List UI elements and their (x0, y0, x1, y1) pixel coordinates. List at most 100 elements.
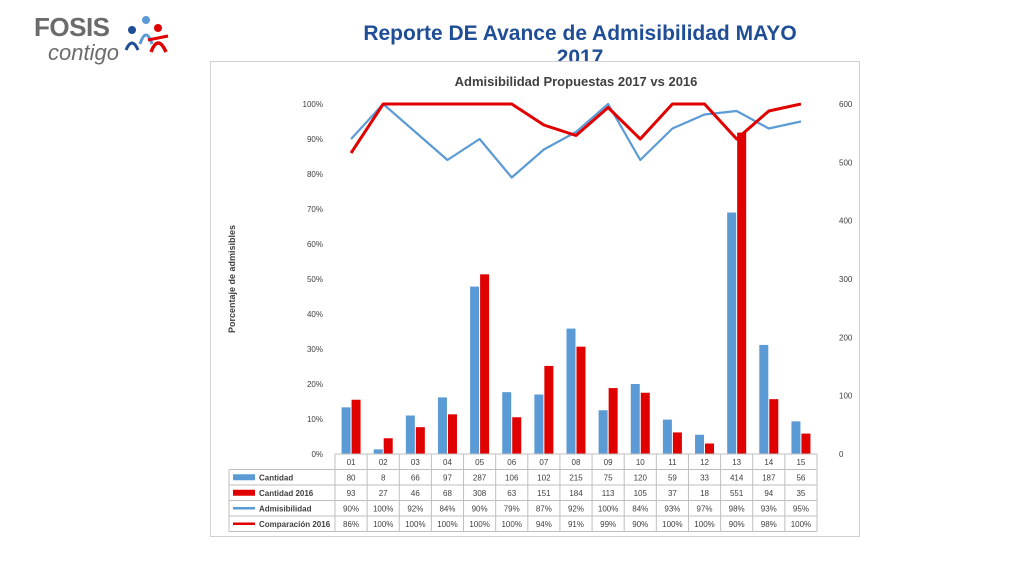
left-tick-label: 90% (307, 135, 323, 144)
data-label: 184 (569, 489, 583, 498)
data-label: 100% (694, 520, 714, 529)
bar-cantidad (662, 419, 672, 454)
data-label: 98% (729, 504, 745, 513)
data-label: 93% (664, 504, 680, 513)
data-label: 8 (381, 473, 386, 482)
category-label: 12 (700, 458, 709, 467)
logo-word-fosis: FOSIS (34, 12, 110, 42)
data-label: 18 (700, 489, 709, 498)
data-label: 113 (602, 489, 615, 498)
data-label: 100% (501, 520, 521, 529)
left-tick-label: 100% (303, 100, 323, 109)
data-label: 414 (730, 473, 744, 482)
bar-cantidad-2016 (544, 365, 554, 454)
data-label: 102 (537, 473, 551, 482)
data-label: 93% (761, 504, 777, 513)
bar-cantidad-2016 (512, 417, 522, 454)
bar-cantidad (437, 397, 447, 454)
bar-cantidad-2016 (447, 414, 457, 454)
left-tick-label: 70% (307, 205, 323, 214)
data-label: 94 (764, 489, 773, 498)
bar-cantidad-2016 (415, 427, 425, 454)
data-label: 92% (568, 504, 584, 513)
people-logo-icon (124, 16, 169, 53)
category-label: 14 (764, 458, 773, 467)
data-label: 105 (634, 489, 648, 498)
left-tick-label: 30% (307, 345, 323, 354)
bar-cantidad (727, 212, 737, 454)
data-label: 93 (347, 489, 356, 498)
category-label: 01 (347, 458, 356, 467)
bar-cantidad (791, 421, 801, 454)
left-tick-label: 20% (307, 380, 323, 389)
data-label: 91% (568, 520, 584, 529)
data-label: 46 (411, 489, 420, 498)
right-tick-label: 300 (839, 275, 853, 284)
data-label: 95% (793, 504, 809, 513)
data-label: 100% (791, 520, 811, 529)
data-label: 100% (437, 520, 457, 529)
legend-entry: Comparación 2016 (259, 520, 331, 529)
bar-cantidad-2016 (801, 433, 811, 454)
data-label: 106 (505, 473, 519, 482)
data-label: 90% (343, 504, 359, 513)
bar-cantidad (470, 286, 480, 454)
logo-word-contigo: contigo (48, 40, 119, 65)
y-axis-label: Porcentaje de admisibles (227, 225, 237, 333)
chart-title: Admisibilidad Propuestas 2017 vs 2016 (455, 74, 698, 89)
legend-entry: Admisibilidad (259, 504, 312, 513)
data-label: 68 (443, 489, 452, 498)
data-label: 97 (443, 473, 452, 482)
data-label: 151 (537, 489, 551, 498)
category-label: 09 (604, 458, 613, 467)
right-tick-label: 500 (839, 158, 853, 167)
bar-cantidad (534, 394, 544, 454)
bar-cantidad (373, 449, 383, 454)
bar-cantidad-2016 (672, 432, 682, 454)
data-label: 90% (472, 504, 488, 513)
bar-cantidad-2016 (480, 274, 490, 454)
left-tick-label: 0% (311, 450, 323, 459)
data-label: 100% (373, 504, 393, 513)
data-label: 97% (697, 504, 713, 513)
right-tick-label: 0 (839, 450, 844, 459)
data-label: 86% (343, 520, 359, 529)
data-label: 100% (405, 520, 425, 529)
data-label: 98% (761, 520, 777, 529)
fosis-logo: FOSIS contigo (34, 12, 174, 72)
bar-cantidad (566, 328, 576, 454)
left-tick-label: 80% (307, 170, 323, 179)
data-label: 33 (700, 473, 709, 482)
bar-cantidad-2016 (383, 438, 393, 454)
data-label: 84% (439, 504, 455, 513)
data-label: 59 (668, 473, 677, 482)
data-label: 37 (668, 489, 677, 498)
bar-cantidad (695, 434, 705, 454)
admisibilidad-chart: Admisibilidad Propuestas 2017 vs 2016 Por… (227, 74, 853, 532)
data-label: 92% (407, 504, 423, 513)
category-label: 13 (732, 458, 741, 467)
category-label: 06 (507, 458, 516, 467)
bar-cantidad (341, 407, 351, 454)
bar-cantidad-2016 (640, 392, 650, 454)
chart-frame: Admisibilidad Propuestas 2017 vs 2016 Por… (210, 61, 860, 537)
data-label: 87% (536, 504, 552, 513)
right-tick-label: 600 (839, 100, 853, 109)
left-tick-label: 50% (307, 275, 323, 284)
category-label: 02 (379, 458, 388, 467)
data-label: 100% (469, 520, 489, 529)
bar-cantidad (598, 410, 608, 454)
legend-entry: Cantidad 2016 (259, 489, 314, 498)
data-label: 90% (729, 520, 745, 529)
data-label: 56 (796, 473, 805, 482)
data-label: 99% (600, 520, 616, 529)
legend-entry: Cantidad (259, 473, 293, 482)
data-label: 90% (632, 520, 648, 529)
data-label: 94% (536, 520, 552, 529)
category-label: 15 (796, 458, 805, 467)
data-label: 84% (632, 504, 648, 513)
bar-cantidad-2016 (737, 132, 747, 454)
bar-cantidad-2016 (608, 388, 618, 454)
category-label: 04 (443, 458, 452, 467)
right-tick-label: 200 (839, 333, 853, 342)
